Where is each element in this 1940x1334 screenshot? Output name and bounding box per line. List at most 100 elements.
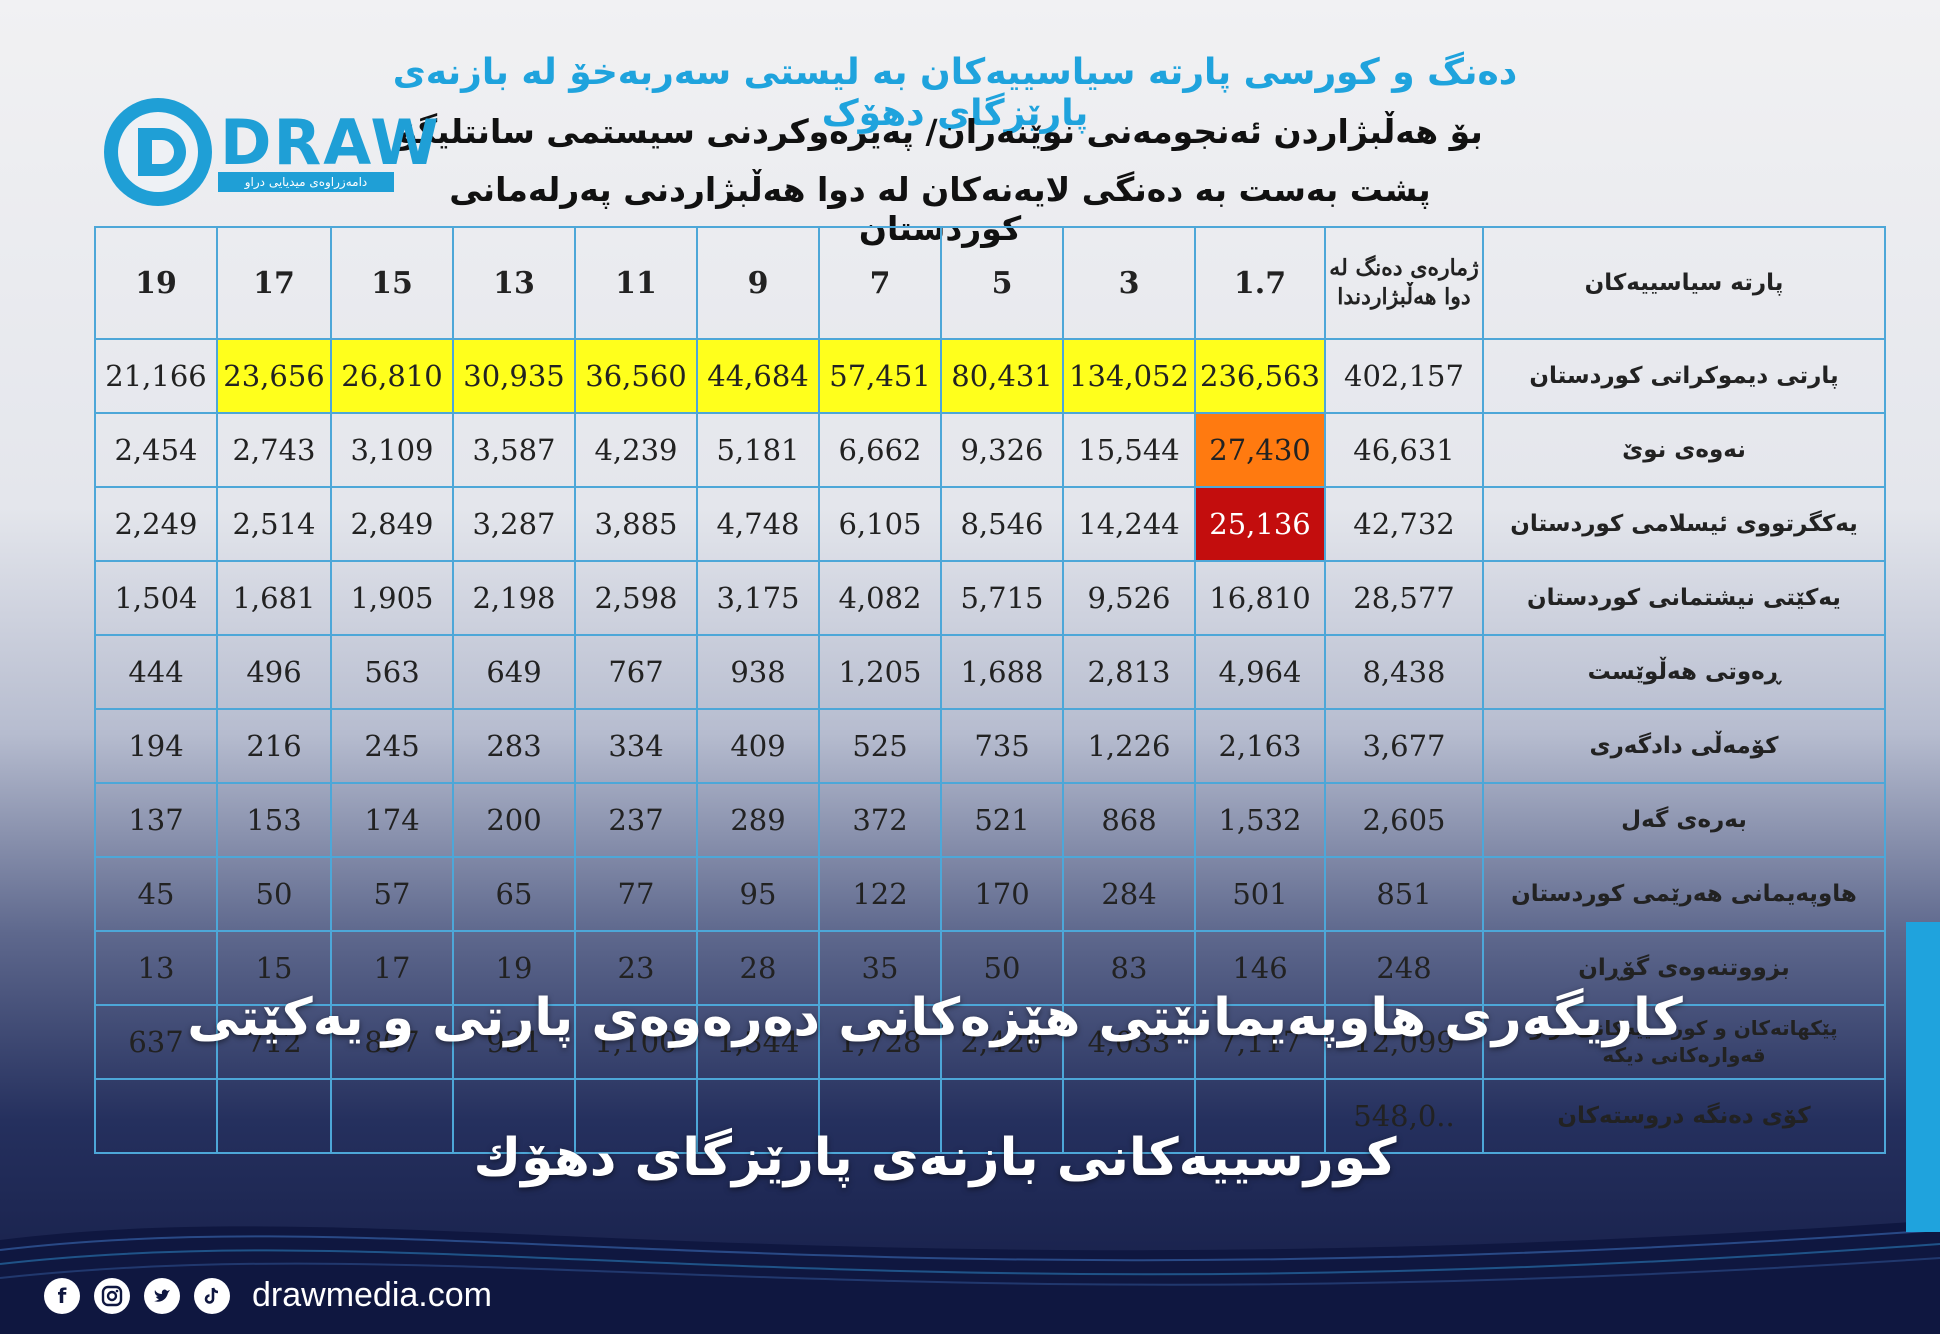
table-row: 137 153 174 200 237 289 372 521 868 1,532 2,605 بەر… [94, 782, 1886, 858]
seat-quotient-cell: 50 [216, 856, 332, 932]
seat-quotient-cell: 25,136 [1194, 486, 1326, 562]
seat-quotient-cell: 2,249 [94, 486, 218, 562]
divisor-header: 13 [452, 226, 576, 340]
seat-quotient-cell [452, 1078, 576, 1154]
seat-quotient-cell: 236,563 [1194, 338, 1326, 414]
party-name-cell: بەرەی گەل [1482, 782, 1886, 858]
seat-quotient-cell: 216 [216, 708, 332, 784]
seat-quotient-cell: 807 [330, 1004, 454, 1080]
seat-quotient-cell: 8,546 [940, 486, 1064, 562]
seat-quotient-cell: 712 [216, 1004, 332, 1080]
seat-quotient-cell: 137 [94, 782, 218, 858]
page-title: دەنگ و کورسی پارتە سیاسییەکان بە لیستی س… [392, 52, 1518, 134]
seat-quotient-cell: 45 [94, 856, 218, 932]
seat-quotient-cell: 444 [94, 634, 218, 710]
seat-quotient-cell: 13 [94, 930, 218, 1006]
seat-quotient-cell: 1,205 [818, 634, 942, 710]
seat-quotient-cell: 27,430 [1194, 412, 1326, 488]
headline-line-1: کاریگەری هاوپەیمانێتی هێزەکانی دەرەوەی پ… [187, 988, 1683, 1048]
draw-logo: DRAW دامەزراوەی میدیایی دراو [100, 94, 439, 214]
seat-quotient-cell: 7,117 [1194, 1004, 1326, 1080]
seat-quotient-cell: 1,532 [1194, 782, 1326, 858]
table-row: 194 216 245 283 334 409 525 735 1,226 2,163 3,677 ک… [94, 708, 1886, 784]
party-name-cell: نەوەی نوێ [1482, 412, 1886, 488]
seat-quotient-cell: 122 [818, 856, 942, 932]
seat-quotient-cell: 4,239 [574, 412, 698, 488]
table-body: 21,166 23,656 26,810 30,935 36,560 44,684 57,4… [94, 338, 1886, 1154]
seat-quotient-cell: 15,544 [1062, 412, 1196, 488]
party-name-cell: یەکگرتووی ئیسلامی کوردستان [1482, 486, 1886, 562]
accent-bar [1906, 922, 1940, 1232]
seat-quotient-cell: 6,662 [818, 412, 942, 488]
votes-cell: 2,605 [1324, 782, 1484, 858]
votes-cell: 28,577 [1324, 560, 1484, 636]
tiktok-icon[interactable] [194, 1278, 230, 1314]
seat-quotient-cell: 83 [1062, 930, 1196, 1006]
seat-quotient-cell: 2,420 [940, 1004, 1064, 1080]
seat-quotient-cell: 525 [818, 708, 942, 784]
divisor-header: 11 [574, 226, 698, 340]
party-name-cell: پارتی دیموکراتی کوردستان [1482, 338, 1886, 414]
seat-quotient-cell [1194, 1078, 1326, 1154]
seat-quotient-cell: 23 [574, 930, 698, 1006]
website-link[interactable]: drawmedia.com [252, 1276, 492, 1314]
seat-quotient-cell: 2,598 [574, 560, 698, 636]
seat-quotient-cell: 637 [94, 1004, 218, 1080]
seat-quotient-cell: 200 [452, 782, 576, 858]
seat-quotient-cell: 284 [1062, 856, 1196, 932]
seat-quotient-cell [94, 1078, 218, 1154]
seat-quotient-cell: 237 [574, 782, 698, 858]
seat-quotient-cell: 194 [94, 708, 218, 784]
divisor-header: 15 [330, 226, 454, 340]
seat-quotient-cell: 735 [940, 708, 1064, 784]
seat-quotient-cell: 938 [696, 634, 820, 710]
seat-quotient-cell: 30,935 [452, 338, 576, 414]
seat-quotient-cell: 14,244 [1062, 486, 1196, 562]
party-name-cell: کۆمەڵی دادگەری [1482, 708, 1886, 784]
party-header: پارتە سیاسییەکان [1482, 226, 1886, 340]
seat-quotient-cell: 65 [452, 856, 576, 932]
party-name-cell: کۆی دەنگە دروستەکان [1482, 1078, 1886, 1154]
seat-quotient-cell: 1,905 [330, 560, 454, 636]
divisor-header: 19 [94, 226, 218, 340]
seat-quotient-cell: 57 [330, 856, 454, 932]
divisor-header: 7 [818, 226, 942, 340]
seat-quotient-cell: 501 [1194, 856, 1326, 932]
seat-quotient-cell: 3,175 [696, 560, 820, 636]
seat-quotient-cell: 2,743 [216, 412, 332, 488]
seat-quotient-cell: 9,526 [1062, 560, 1196, 636]
instagram-icon[interactable] [94, 1278, 130, 1314]
seat-quotient-cell: 1,100 [574, 1004, 698, 1080]
social-links: f [44, 1278, 230, 1314]
seat-quotient-cell: 245 [330, 708, 454, 784]
seat-quotient-cell: 4,033 [1062, 1004, 1196, 1080]
seat-quotient-cell: 19 [452, 930, 576, 1006]
seat-quotient-cell: 4,082 [818, 560, 942, 636]
seat-allocation-table: 19 17 15 13 11 9 7 5 3 1.7 ژمارەی دەنگ ل… [94, 226, 1886, 1154]
seat-quotient-cell: 1,344 [696, 1004, 820, 1080]
seat-quotient-cell: 2,163 [1194, 708, 1326, 784]
table-row: 1,504 1,681 1,905 2,198 2,598 3,175 4,082 5,715… [94, 560, 1886, 636]
table-row: 2,454 2,743 3,109 3,587 4,239 5,181 6,662 9,326… [94, 412, 1886, 488]
table-row: 13 15 17 19 23 28 35 50 83 146 248 بزووتنەوەی گۆڕان [94, 930, 1886, 1006]
votes-cell: 851 [1324, 856, 1484, 932]
seat-quotient-cell: 496 [216, 634, 332, 710]
facebook-icon[interactable]: f [44, 1278, 80, 1314]
seat-quotient-cell: 3,587 [452, 412, 576, 488]
seat-quotient-cell: 6,105 [818, 486, 942, 562]
party-name-cell: بزووتنەوەی گۆڕان [1482, 930, 1886, 1006]
twitter-icon[interactable] [144, 1278, 180, 1314]
seat-quotient-cell: 2,454 [94, 412, 218, 488]
seat-quotient-cell: 44,684 [696, 338, 820, 414]
seat-quotient-cell: 15 [216, 930, 332, 1006]
seat-quotient-cell: 1,504 [94, 560, 218, 636]
votes-cell: 248 [1324, 930, 1484, 1006]
seat-quotient-cell: 21,166 [94, 338, 218, 414]
votes-cell: 8,438 [1324, 634, 1484, 710]
seat-quotient-cell: 2,813 [1062, 634, 1196, 710]
votes-cell: 548,0.. [1324, 1078, 1484, 1154]
seat-quotient-cell [574, 1078, 698, 1154]
divisor-header: 5 [940, 226, 1064, 340]
table-row: 21,166 23,656 26,810 30,935 36,560 44,684 57,4… [94, 338, 1886, 414]
seat-quotient-cell: 146 [1194, 930, 1326, 1006]
